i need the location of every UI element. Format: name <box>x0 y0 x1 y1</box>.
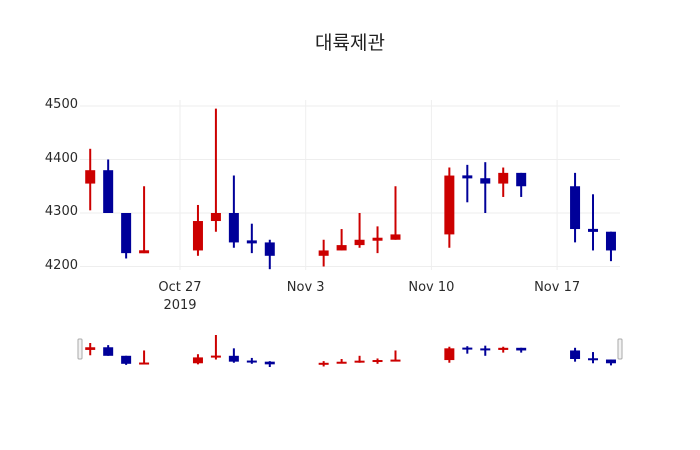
rangeslider-candle-body[interactable] <box>336 361 347 364</box>
rangeslider-candle-body[interactable] <box>605 359 616 364</box>
x-tick-label: Nov 17 <box>517 279 597 297</box>
candle-body[interactable] <box>570 186 581 230</box>
rangeslider-right-handle[interactable] <box>617 338 623 360</box>
candle-body[interactable] <box>605 231 616 251</box>
rangeslider-candle-body[interactable] <box>121 355 132 364</box>
rangeslider-left-handle[interactable] <box>77 338 83 360</box>
rangeslider-candle-body[interactable] <box>103 347 114 356</box>
candle-body[interactable] <box>210 213 221 222</box>
rangeslider-candle-body[interactable] <box>462 347 473 350</box>
x-tick-date: Nov 17 <box>534 280 581 295</box>
x-tick-year: 2019 <box>163 298 197 313</box>
rangeslider-candle-body[interactable] <box>570 350 581 359</box>
y-tick-label: 4300 <box>44 204 78 219</box>
candle-body[interactable] <box>354 239 365 246</box>
x-tick-label: Nov 3 <box>266 279 346 297</box>
candle-body[interactable] <box>462 175 473 179</box>
rangeslider-candle-body[interactable] <box>85 347 96 350</box>
chart-title: 대륙제관 <box>315 32 385 54</box>
candle-body[interactable] <box>390 234 401 240</box>
candle-body[interactable] <box>516 172 527 187</box>
rangeslider-candle-body[interactable] <box>246 360 257 363</box>
x-tick-date: Nov 10 <box>408 280 455 295</box>
rangeslider-candle-body[interactable] <box>210 355 221 358</box>
x-tick-date: Nov 3 <box>286 280 325 295</box>
rangeslider-candle-body[interactable] <box>516 347 527 351</box>
candle-body[interactable] <box>444 175 455 235</box>
candle-body[interactable] <box>318 250 329 256</box>
candle-body[interactable] <box>85 170 96 184</box>
candle-body[interactable] <box>264 242 275 256</box>
candle-body[interactable] <box>498 172 509 184</box>
rangeslider-candle-body[interactable] <box>444 348 455 361</box>
rangeslider-candle-body[interactable] <box>390 359 401 362</box>
candle-body[interactable] <box>103 170 114 213</box>
candle-body[interactable] <box>192 221 203 251</box>
candle-body[interactable] <box>139 250 150 254</box>
rangeslider-candle-body[interactable] <box>354 360 365 363</box>
x-tick-label: Oct 27 2019 <box>140 279 220 315</box>
rangeslider-candle-body[interactable] <box>228 355 239 362</box>
rangeslider-candle-body[interactable] <box>498 347 509 350</box>
candle-body[interactable] <box>336 245 347 251</box>
rangeslider-candle-body[interactable] <box>372 360 383 363</box>
x-tick-label: Nov 10 <box>391 279 471 297</box>
x-tick-date: Oct 27 <box>158 280 202 295</box>
rangeslider-candle-body[interactable] <box>588 358 599 361</box>
rangeslider-candle-body[interactable] <box>264 361 275 365</box>
candle-body[interactable] <box>228 213 239 243</box>
rangeslider-candle-body[interactable] <box>318 362 329 365</box>
rangeslider-candle-body[interactable] <box>139 362 150 365</box>
y-tick-label: 4400 <box>44 150 78 166</box>
candle-body[interactable] <box>121 213 132 254</box>
candle-body[interactable] <box>480 178 491 184</box>
candle-body[interactable] <box>372 237 383 241</box>
candle-body[interactable] <box>246 240 257 244</box>
rangeslider-candle-body[interactable] <box>480 348 491 351</box>
y-tick-label: 4500 <box>44 97 78 112</box>
candle-body[interactable] <box>588 228 599 232</box>
y-tick-label: 4200 <box>44 257 78 273</box>
rangeslider-candle-body[interactable] <box>192 357 203 364</box>
